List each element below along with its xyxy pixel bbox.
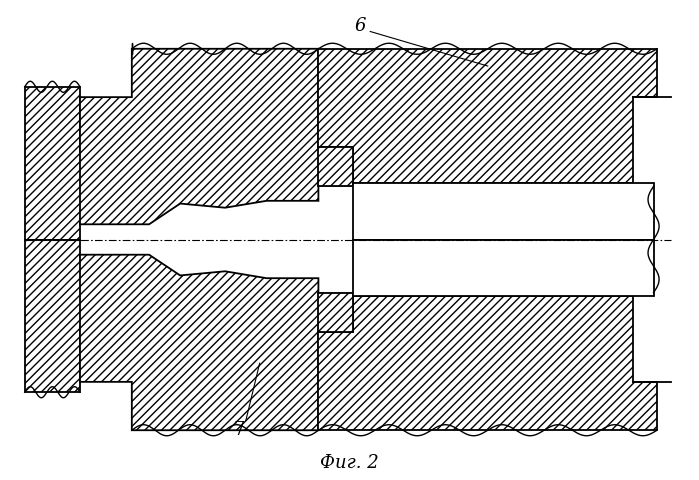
Polygon shape xyxy=(24,87,111,240)
Polygon shape xyxy=(24,240,111,393)
Polygon shape xyxy=(319,49,657,183)
Polygon shape xyxy=(319,294,353,333)
Text: 7: 7 xyxy=(233,420,245,438)
Polygon shape xyxy=(80,255,353,431)
Polygon shape xyxy=(319,297,657,431)
Text: 6: 6 xyxy=(354,16,366,35)
Polygon shape xyxy=(319,147,353,186)
Text: Фиг. 2: Фиг. 2 xyxy=(320,453,379,471)
Polygon shape xyxy=(80,49,353,225)
Polygon shape xyxy=(353,240,654,297)
Polygon shape xyxy=(353,183,654,240)
